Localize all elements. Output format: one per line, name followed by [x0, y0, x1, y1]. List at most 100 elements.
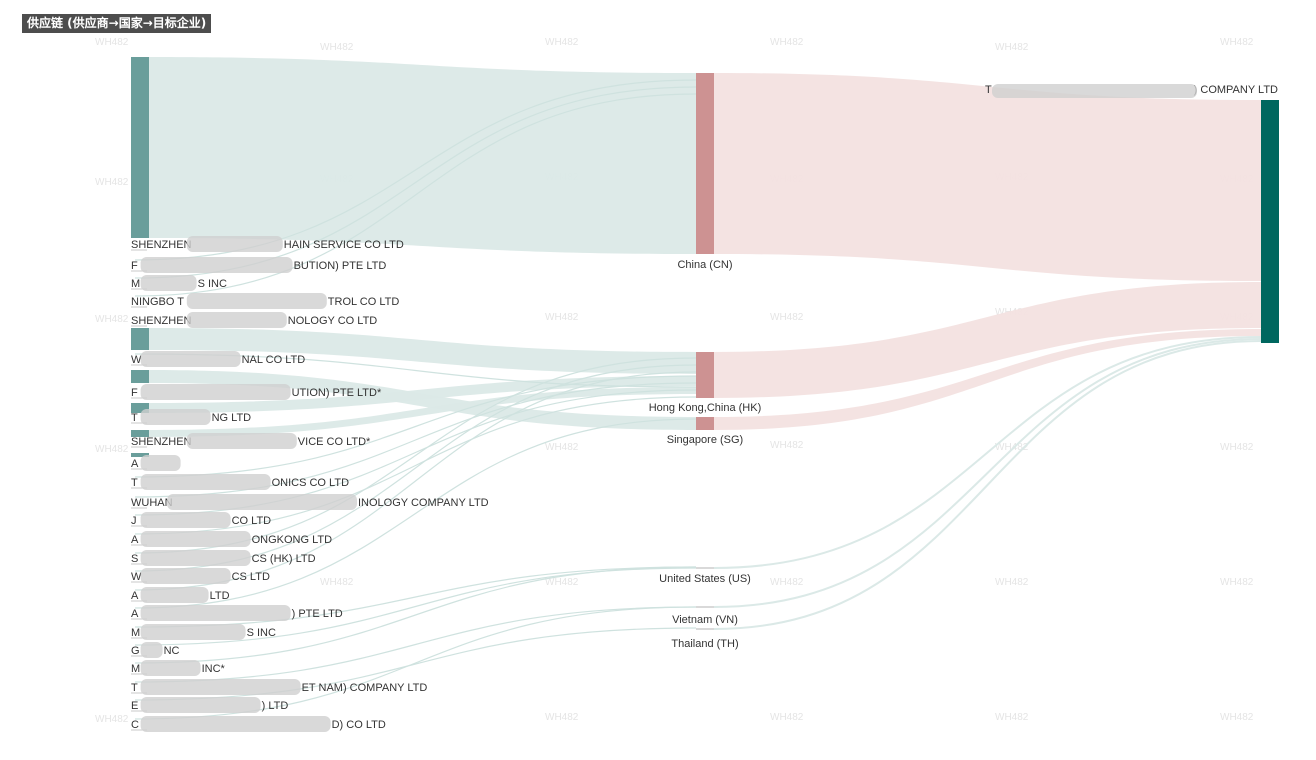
supplier-label-start: W [131, 571, 142, 583]
redacted-text [140, 697, 261, 713]
supplier-label-start: S [131, 553, 138, 565]
flow-line[interactable] [134, 396, 697, 535]
supplier-label-start: F [131, 260, 138, 272]
watermark-text: WH482 [545, 312, 579, 323]
supplier-label-end: ) PTE LTD [292, 608, 343, 620]
redacted-text [167, 494, 357, 510]
supplier-label-start: C [131, 719, 139, 731]
flow-line[interactable] [134, 418, 697, 609]
watermark-text: WH482 [1220, 577, 1254, 588]
supplier-label-end: ET NAM) COMPANY LTD [302, 682, 428, 694]
supplier-label-start: T [131, 682, 138, 694]
supplier-label-start: F [131, 387, 138, 399]
supplier-node[interactable] [131, 430, 149, 437]
supplier-label-start: NINGBO T [131, 296, 184, 308]
flow-line[interactable] [713, 336, 1262, 569]
flow-band[interactable] [714, 329, 1261, 430]
country-label: Singapore (SG) [667, 434, 743, 446]
supplier-label-start: G [131, 645, 140, 657]
supplier-label-end: VICE CO LTD* [298, 436, 371, 448]
flow-line[interactable] [134, 371, 697, 591]
supplier-label-start: SHENZHEN [131, 436, 192, 448]
supplier-label-end: INOLOGY COMPANY LTD [358, 497, 489, 509]
country-node[interactable] [696, 352, 714, 398]
redacted-text [140, 512, 231, 528]
supplier-label-end: S INC [247, 627, 276, 639]
redacted-text [140, 679, 301, 695]
supplier-node[interactable] [131, 403, 149, 413]
redacted-text [186, 236, 283, 252]
flow-band[interactable] [714, 282, 1261, 398]
country-node[interactable] [696, 628, 714, 630]
flow-band[interactable] [149, 387, 696, 437]
country-label: Thailand (TH) [671, 638, 738, 650]
flow-line[interactable] [134, 93, 697, 297]
redacted-text [140, 455, 181, 471]
flow-band[interactable] [149, 328, 696, 374]
supplier-label-end: NOLOGY CO LTD [288, 315, 378, 327]
watermark-text: WH482 [545, 577, 579, 588]
redacted-text [140, 409, 211, 425]
supplier-label-start: T [131, 412, 138, 424]
watermark-text: WH482 [95, 444, 129, 455]
watermark-text: WH482 [770, 577, 804, 588]
node-labels: SHENZHEN HAIN SERVICE CO LTD F BUTION) PTE … [131, 84, 1278, 732]
supplier-label-end: NAL CO LTD [242, 354, 306, 366]
country-node[interactable] [696, 73, 714, 254]
watermark-text: WH482 [770, 37, 804, 48]
redacted-text [140, 531, 251, 547]
supplier-label-start: J [131, 515, 137, 527]
supplier-node[interactable] [131, 57, 149, 238]
redacted-text [992, 84, 1197, 98]
redacted-text [186, 312, 287, 328]
watermark-text: WH482 [1220, 442, 1254, 453]
flow-line[interactable] [134, 606, 697, 683]
supplier-label-end: NC [164, 645, 180, 657]
watermark-text: WH482 [1220, 37, 1254, 48]
country-label: United States (US) [659, 573, 751, 585]
country-node[interactable] [696, 606, 714, 608]
watermark-text: WH482 [545, 442, 579, 453]
redacted-text [186, 293, 327, 309]
redacted-text [140, 474, 271, 490]
redacted-text [140, 716, 331, 732]
supplier-label-end: CO LTD [232, 515, 272, 527]
flow-line[interactable] [134, 375, 697, 478]
supplier-node[interactable] [131, 328, 149, 350]
supplier-label-start: T [131, 477, 138, 489]
country-node[interactable] [696, 417, 714, 430]
supplier-label-end: CS (HK) LTD [252, 553, 316, 565]
supplier-label-end: ONICS CO LTD [272, 477, 349, 489]
supplier-label-end: INC* [202, 663, 226, 675]
watermark-text: WH482 [995, 712, 1029, 723]
flow-line[interactable] [713, 338, 1262, 608]
flow-line[interactable] [134, 382, 697, 498]
supplier-label-start: WUHAN [131, 497, 173, 509]
watermark-text: WH482 [95, 177, 129, 188]
supplier-label-end: CS LTD [232, 571, 270, 583]
country-node[interactable] [696, 567, 714, 569]
flow-line[interactable] [713, 340, 1262, 630]
redacted-text [140, 660, 201, 676]
target-node[interactable] [1261, 100, 1279, 343]
supplier-node[interactable] [131, 370, 149, 383]
flow-band[interactable] [714, 73, 1261, 281]
flow-line[interactable] [134, 627, 697, 701]
flow-line[interactable] [134, 566, 697, 628]
supplier-label-start: M [131, 663, 140, 675]
supplier-node[interactable] [131, 453, 149, 457]
flow-line[interactable] [134, 566, 697, 664]
watermark-text: WH482 [995, 42, 1029, 53]
redacted-text [186, 433, 297, 449]
supplier-label-end: D) CO LTD [332, 719, 386, 731]
target-label-start: T [985, 84, 992, 96]
supplier-label-end: ) LTD [262, 700, 289, 712]
country-label: Hong Kong,China (HK) [649, 402, 762, 414]
supplier-label-start: E [131, 700, 138, 712]
watermark-text: WH482 [1220, 712, 1254, 723]
target-label-end: ) COMPANY LTD [1194, 84, 1278, 96]
supplier-label-start: A [131, 608, 139, 620]
supplier-label-end: ONGKONG LTD [252, 534, 333, 546]
watermark-text: WH482 [770, 312, 804, 323]
nodes [131, 57, 1279, 731]
